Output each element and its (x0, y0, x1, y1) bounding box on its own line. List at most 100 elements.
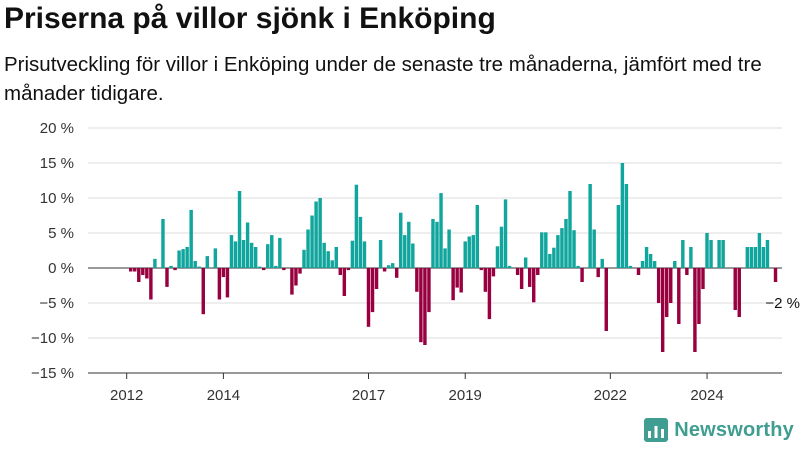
bar (491, 268, 496, 277)
bar (773, 268, 778, 282)
bar (137, 268, 141, 282)
bar-series (129, 163, 778, 352)
bar (403, 235, 407, 268)
bar (346, 268, 351, 271)
bar (229, 235, 234, 268)
y-tick-label: 15 % (40, 155, 74, 172)
y-tick-label: 0 % (48, 260, 74, 277)
x-tick-label: 2017 (352, 387, 385, 404)
bar (290, 268, 294, 295)
bar (568, 191, 572, 268)
bar (314, 201, 318, 268)
bar (382, 268, 387, 272)
bar (479, 268, 484, 271)
y-tick-label: −15 % (31, 365, 74, 382)
bar (620, 163, 625, 268)
x-tick-label: 2014 (207, 387, 240, 404)
bar (233, 241, 238, 268)
bar (411, 243, 415, 268)
chart-subtitle: Prisutveckling för villor i Enköping und… (4, 53, 762, 105)
y-tick-label: 10 % (40, 190, 74, 207)
bar (463, 241, 467, 268)
bar (656, 268, 661, 303)
bar (556, 235, 560, 268)
bar (592, 229, 596, 268)
bar (689, 247, 693, 268)
y-tick-label: 5 % (48, 225, 74, 242)
bar (415, 268, 419, 292)
bar (241, 240, 246, 268)
bar (665, 268, 669, 317)
bar (253, 247, 258, 268)
bar (294, 268, 298, 286)
bar (564, 219, 568, 268)
bar (765, 240, 770, 268)
bar (499, 226, 504, 268)
bar (540, 232, 544, 268)
bar (205, 256, 210, 268)
bar (302, 249, 306, 268)
bar (673, 261, 677, 268)
bar (640, 261, 645, 268)
bar (217, 268, 222, 300)
bar (636, 268, 641, 275)
bar (266, 244, 270, 268)
bar (270, 235, 274, 268)
bar (221, 268, 226, 278)
bar (697, 268, 701, 324)
bar (536, 268, 540, 275)
bar (145, 268, 149, 279)
bar (322, 242, 326, 268)
bar (386, 265, 391, 268)
bar (447, 229, 451, 268)
bar (705, 233, 709, 268)
y-tick-label: −10 % (31, 330, 74, 347)
bar (527, 268, 532, 287)
x-tick-label: 2012 (110, 387, 143, 404)
bar (745, 247, 750, 268)
bar (628, 265, 633, 268)
bar (237, 191, 242, 268)
bar (153, 258, 157, 268)
bar (274, 265, 278, 268)
brand-name: Newsworthy (674, 418, 794, 441)
bar (165, 268, 169, 287)
bar (459, 268, 463, 293)
bar (455, 268, 459, 288)
bar (306, 229, 310, 268)
bar (342, 268, 347, 296)
bar (749, 247, 754, 268)
bar (326, 251, 330, 268)
bar (507, 265, 512, 268)
bar (278, 237, 282, 268)
bar (435, 221, 439, 268)
newsworthy-logo-icon (644, 418, 669, 442)
bar (249, 242, 254, 268)
chart-title: Priserna på villor sjönk i Enköping (4, 2, 496, 35)
bar (419, 268, 423, 343)
y-axis: 20 % 15 % 10 % 5 % 0 % −5 % −10 % −15 % (31, 120, 74, 382)
bar (604, 268, 608, 331)
bar (358, 216, 363, 268)
bar (652, 261, 657, 268)
bar (600, 258, 604, 268)
bar (709, 240, 713, 268)
bar (721, 240, 725, 268)
bar (423, 268, 427, 345)
bar (660, 268, 665, 352)
bar (185, 247, 189, 268)
bar (129, 268, 133, 272)
bar (399, 212, 403, 268)
bar (362, 241, 367, 268)
bar (338, 268, 342, 275)
y-tick-label: −5 % (39, 295, 74, 312)
bar (560, 228, 564, 268)
bar-chart: 20 %15 %10 %5 %0 %−5 %−10 %−15 % 2012 201… (31, 120, 800, 404)
bar (737, 268, 741, 317)
bar (189, 209, 193, 268)
bar (624, 184, 629, 268)
bar (330, 260, 334, 268)
bar (370, 268, 375, 313)
bar (648, 254, 653, 268)
bar (161, 219, 165, 268)
